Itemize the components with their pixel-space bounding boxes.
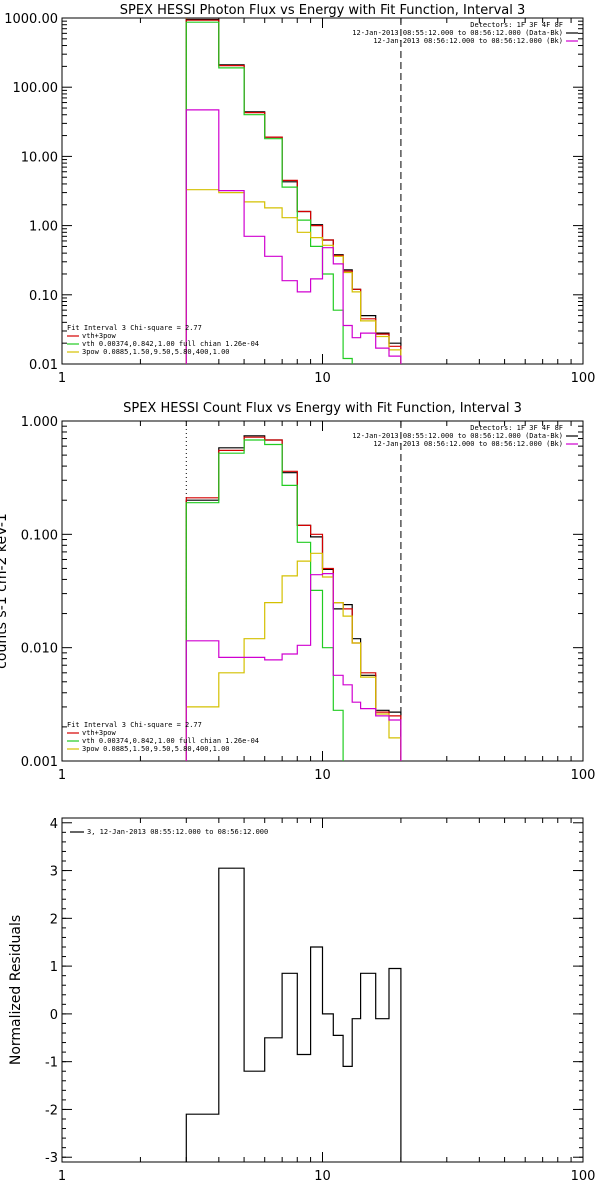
x-tick-label: 1 <box>58 768 66 783</box>
legend-entry: vth+3pow <box>82 332 117 340</box>
legend-entry: 12-Jan-2013 08:56:12.000 to 08:56:12.000… <box>373 37 563 45</box>
y-tick-label: -3 <box>45 1151 58 1166</box>
legend-entry: 12-Jan-2013 08:56:12.000 to 08:56:12.000… <box>373 440 563 448</box>
y-tick-label: 0 <box>50 1008 58 1023</box>
plot-panel-1: SPEX HESSI Photon Flux vs Energy with Fi… <box>4 3 595 386</box>
y-tick-label: 1 <box>50 960 58 975</box>
y-tick-label: -2 <box>45 1103 58 1118</box>
series-magenta-line <box>185 109 402 364</box>
y-axis-label: Normalized Residuals <box>8 915 24 1065</box>
legend-entry: Fit Interval 3 Chi-square = 2.77 <box>67 721 202 729</box>
series-red-line <box>185 19 402 364</box>
y-tick-label: 2 <box>50 912 58 927</box>
y-tick-label: 0.001 <box>21 755 58 770</box>
data-area <box>185 435 402 761</box>
series-yellow-line <box>185 552 402 761</box>
legend-entry: vth 0.00374,0.842,1.00 full chian 1.26e-… <box>82 340 259 348</box>
y-tick-label: 0.01 <box>29 358 58 373</box>
chart-title: SPEX HESSI Photon Flux vs Energy with Fi… <box>120 3 526 18</box>
x-tick-label: 1 <box>58 371 66 386</box>
series-black-line <box>185 867 402 1162</box>
y-tick-label: 3 <box>50 865 58 880</box>
data-area <box>185 867 402 1162</box>
x-tick-label: 100 <box>571 768 596 783</box>
legend-entry: vth 0.00374,0.842,1.00 full chian 1.26e-… <box>82 737 259 745</box>
x-tick-label: 100 <box>571 371 596 386</box>
y-tick-label: 1.00 <box>29 220 58 235</box>
chart-title: SPEX HESSI Count Flux vs Energy with Fit… <box>123 401 522 416</box>
y-tick-label: -1 <box>45 1056 58 1071</box>
x-tick-label: 1 <box>58 1169 66 1184</box>
x-tick-label: 10 <box>314 371 331 386</box>
legend-entry: Detectors: 1F 3F 4F 8F <box>470 21 563 29</box>
legend-entry: 3pow 0.0885,1.50,9.50,5.80,400,1.00 <box>82 348 230 356</box>
x-tick-label: 10 <box>314 768 331 783</box>
legend-entry: 12-Jan-2013 08:55:12.000 to 08:56:12.000… <box>352 432 563 440</box>
plot-panel-2: SPEX HESSI Count Flux vs Energy with Fit… <box>0 401 596 783</box>
legend-entry: Detectors: 1F 3F 4F 8F <box>470 424 563 432</box>
y-tick-label: 0.10 <box>29 289 58 304</box>
y-tick-label: 4 <box>50 817 58 832</box>
legend-entry: 3pow 0.0885,1.50,9.50,5.80,400,1.00 <box>82 745 230 753</box>
legend-entry: vth+3pow <box>82 729 117 737</box>
y-tick-label: 10.00 <box>21 150 58 165</box>
series-black-line <box>185 18 402 364</box>
plot-panel-3: 1 10 100 -3 -2 -1 0 1 2 3 4 Normalized Residuals 3, … <box>8 817 595 1184</box>
y-axis-label: counts s-1 cm-2 keV-1 <box>0 513 10 669</box>
x-tick-label: 10 <box>314 1169 331 1184</box>
legend-entry: 12-Jan-2013 08:55:12.000 to 08:56:12.000… <box>352 29 563 37</box>
y-tick-label: 0.010 <box>21 642 58 657</box>
data-area <box>185 18 402 364</box>
series-magenta-line <box>185 573 402 761</box>
y-tick-label: 1000.00 <box>4 12 58 27</box>
y-tick-label: 0.100 <box>21 528 58 543</box>
x-tick-label: 100 <box>571 1169 596 1184</box>
y-tick-label: 1.000 <box>21 415 58 430</box>
series-green-line <box>185 21 353 364</box>
y-tick-label: 100.00 <box>13 81 59 96</box>
plot-frame <box>61 17 584 365</box>
legend-entry: Fit Interval 3 Chi-square = 2.77 <box>67 324 202 332</box>
legend-entry: 3, 12-Jan-2013 08:55:12.000 to 08:56:12.… <box>87 828 268 836</box>
